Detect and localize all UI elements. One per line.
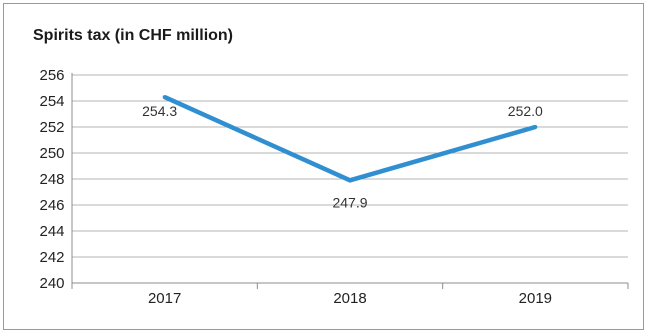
y-tick-label: 240: [39, 275, 64, 292]
data-label: 247.9: [332, 194, 367, 210]
y-tick-label: 244: [39, 223, 64, 240]
y-tick-label: 254: [39, 93, 64, 110]
y-tick-label: 242: [39, 249, 64, 266]
chart-title: Spirits tax (in CHF million): [33, 27, 234, 44]
x-tick-label: 2018: [333, 290, 366, 307]
data-label: 254.3: [142, 103, 177, 119]
y-tick-label: 256: [39, 67, 64, 84]
x-tick-label: 2017: [148, 290, 181, 307]
data-point: [533, 125, 538, 129]
x-tick-label: 2019: [519, 290, 552, 307]
data-point: [162, 95, 167, 100]
data-label: 252.0: [508, 103, 543, 119]
y-tick-label: 246: [39, 197, 64, 214]
series-line: [163, 95, 536, 183]
data-point: [348, 178, 352, 183]
y-tick-label: 252: [39, 119, 64, 136]
y-tick-label: 248: [39, 171, 64, 188]
y-tick-label: 250: [39, 145, 64, 162]
